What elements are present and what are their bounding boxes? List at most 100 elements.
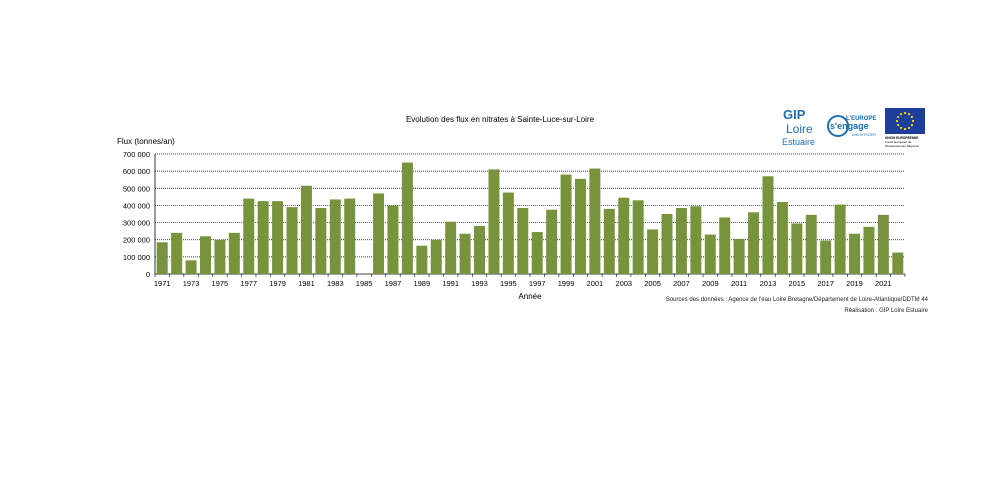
- eu-star-icon: [896, 123, 900, 127]
- bar-1994: [488, 169, 500, 274]
- x-tick-label: 1981: [298, 279, 315, 288]
- bar-2012: [748, 212, 760, 274]
- x-tick-label: 1983: [327, 279, 344, 288]
- bar-1999: [560, 174, 572, 274]
- bar-1975: [214, 239, 226, 274]
- y-tick-label: 0: [146, 270, 150, 279]
- y-tick-label: 500 000: [123, 184, 150, 193]
- bar-1984: [344, 198, 356, 274]
- gip-logo-line1: GIP: [783, 107, 806, 122]
- bar-1983: [329, 199, 341, 274]
- bar-2021: [877, 214, 889, 274]
- bar-1978: [257, 201, 269, 274]
- eu-star-icon: [910, 115, 914, 119]
- bar-2001: [589, 168, 601, 274]
- x-tick-label: 2005: [644, 279, 661, 288]
- bar-1981: [300, 185, 312, 274]
- bar-1995: [502, 192, 514, 274]
- bar-1980: [286, 207, 298, 274]
- credit-note: Réalisation : GIP Loire Estuaire: [844, 308, 928, 314]
- bar-1982: [315, 208, 327, 274]
- x-tick-label: 2003: [615, 279, 632, 288]
- logos: GIP Loire Estuaire L'EUROPE s'engage ave…: [782, 107, 925, 148]
- bar-1990: [430, 239, 442, 274]
- europe-logo-line2: s'engage: [830, 121, 869, 131]
- eu-star-icon: [903, 127, 907, 131]
- x-tick-label: 2011: [731, 279, 747, 288]
- bar-2017: [820, 240, 832, 274]
- bar-1971: [156, 242, 168, 274]
- y-tick-label: 400 000: [123, 201, 150, 210]
- x-tick-label: 1999: [558, 279, 575, 288]
- y-axis-label: Flux (tonnes/an): [117, 137, 175, 146]
- data-sources-note: Sources des données : Agence de l'eau Lo…: [665, 297, 928, 303]
- bar-1992: [459, 233, 471, 274]
- europe-s-engage-logo: L'EUROPE s'engage avec le FEDER: [827, 115, 876, 137]
- bar-2013: [762, 176, 774, 274]
- bar-1977: [243, 198, 255, 274]
- chart-title: Evolution des flux en nitrates à Sainte-…: [405, 115, 595, 124]
- bar-1986: [373, 193, 385, 274]
- y-tick-label: 600 000: [123, 167, 150, 176]
- bar-2009: [704, 234, 716, 274]
- x-tick-label: 2001: [587, 279, 604, 288]
- bar-2010: [719, 217, 731, 274]
- bar-1972: [171, 232, 183, 274]
- bar-2019: [849, 233, 860, 274]
- x-tick-label: 1995: [500, 279, 517, 288]
- bar-1998: [546, 209, 558, 274]
- eu-star-icon: [895, 119, 899, 123]
- bar-2015: [791, 223, 803, 274]
- eu-star-icon: [907, 126, 911, 130]
- gip-logo-line3: Estuaire: [782, 137, 815, 147]
- x-tick-label: 2021: [875, 279, 892, 288]
- x-tick-label: 2019: [846, 279, 863, 288]
- bar-1996: [517, 208, 529, 274]
- x-tick-label: 2015: [788, 279, 805, 288]
- x-tick-label: 1987: [385, 279, 402, 288]
- y-tick-label: 700 000: [123, 150, 150, 159]
- bar-1997: [531, 232, 543, 274]
- x-tick-label: 1975: [212, 279, 229, 288]
- x-tick-label: 2017: [817, 279, 834, 288]
- y-tick-label: 300 000: [123, 219, 150, 228]
- bar-2002: [603, 208, 615, 274]
- europe-logo-line1: L'EUROPE: [846, 116, 876, 122]
- bar-2020: [863, 226, 875, 274]
- bar-1979: [272, 201, 284, 274]
- x-tick-label: 1985: [356, 279, 373, 288]
- europe-logo-line3: avec le FEDER: [852, 133, 876, 137]
- eu-star-icon: [896, 115, 900, 119]
- x-tick-label: 1989: [413, 279, 430, 288]
- x-tick-label: 2007: [673, 279, 690, 288]
- bar-2008: [690, 206, 702, 274]
- y-tick-label: 200 000: [123, 236, 150, 245]
- x-axis-label: Année: [518, 292, 542, 301]
- bar-1993: [474, 226, 485, 274]
- eu-star-icon: [910, 123, 914, 127]
- x-tick-label: 1977: [240, 279, 257, 288]
- bar-2011: [733, 238, 745, 274]
- x-tick-label: 1979: [269, 279, 286, 288]
- gip-logo-line2: Loire: [786, 122, 813, 136]
- x-tick-label: 2009: [702, 279, 719, 288]
- bar-2022: [892, 252, 904, 274]
- eu-star-icon: [899, 126, 903, 130]
- bar-2004: [632, 200, 644, 274]
- eu-star-icon: [907, 112, 911, 116]
- bar-2007: [675, 208, 687, 274]
- bar-1988: [401, 162, 413, 274]
- x-tick-label: 1993: [471, 279, 488, 288]
- bar-2003: [618, 197, 630, 274]
- x-tick-label: 1991: [442, 279, 459, 288]
- bar-1974: [200, 236, 211, 274]
- bar-1973: [185, 260, 197, 274]
- bar-2018: [834, 204, 846, 274]
- x-tick-label: 1973: [183, 279, 200, 288]
- bar-2014: [776, 202, 788, 274]
- bar-2000: [575, 178, 586, 274]
- bar-2006: [661, 214, 673, 274]
- bar-2005: [647, 229, 659, 274]
- bar-1976: [228, 232, 240, 274]
